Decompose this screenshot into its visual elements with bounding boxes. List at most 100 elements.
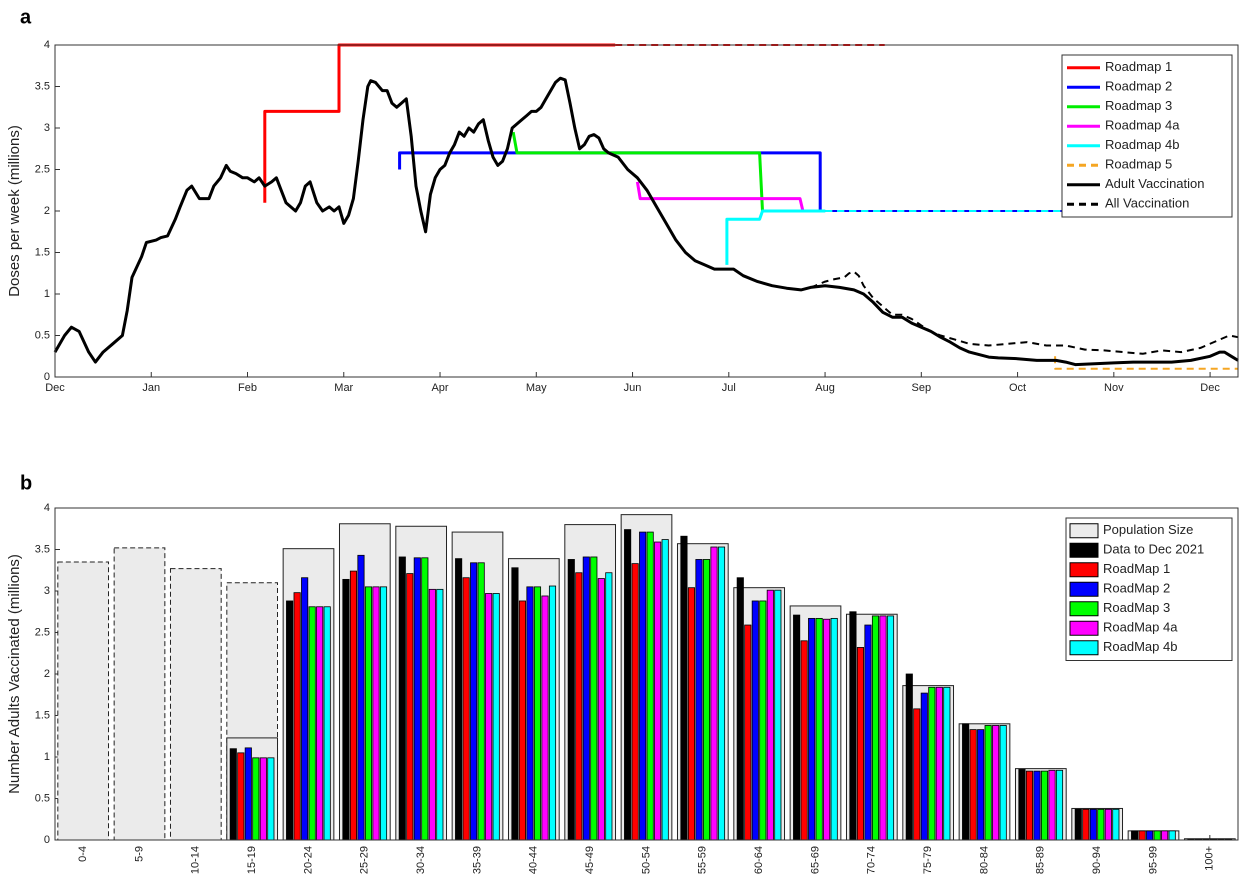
bar bbox=[999, 725, 1007, 841]
bar bbox=[920, 692, 928, 841]
x-tick-label: Apr bbox=[431, 382, 448, 394]
bar bbox=[582, 556, 590, 841]
bar bbox=[485, 593, 493, 841]
bar bbox=[477, 562, 485, 841]
population-bar bbox=[169, 568, 222, 841]
legend-swatch bbox=[1069, 640, 1099, 656]
bar bbox=[766, 589, 774, 841]
bar bbox=[639, 531, 647, 841]
legend-label: RoadMap 3 bbox=[1103, 600, 1170, 615]
bar bbox=[1048, 769, 1056, 841]
legend-label: All Vaccination bbox=[1105, 196, 1189, 211]
x-tick-label: Nov bbox=[1104, 382, 1124, 394]
bar bbox=[605, 572, 613, 841]
bar bbox=[751, 600, 759, 841]
panel-label: b bbox=[20, 472, 32, 494]
x-tick-label: 45-49 bbox=[584, 846, 596, 874]
bar bbox=[1040, 770, 1049, 841]
bar bbox=[646, 531, 654, 841]
bar bbox=[244, 747, 252, 841]
bar bbox=[398, 556, 406, 841]
y-tick-label: 0.5 bbox=[35, 792, 50, 804]
bar bbox=[1089, 808, 1097, 841]
bar bbox=[252, 757, 260, 841]
x-tick-label: Jul bbox=[722, 382, 736, 394]
y-tick-label: 1.5 bbox=[35, 709, 50, 721]
legend-label: Roadmap 4b bbox=[1105, 137, 1179, 152]
bar bbox=[886, 615, 895, 841]
y-axis-title: Doses per week (millions) bbox=[6, 125, 23, 297]
bar bbox=[1138, 830, 1146, 841]
bar bbox=[687, 587, 696, 841]
legend-swatch bbox=[1069, 523, 1099, 539]
x-tick-label: Dec bbox=[1200, 382, 1220, 394]
bar bbox=[1018, 769, 1026, 841]
bar bbox=[1146, 830, 1154, 841]
x-tick-label: 35-39 bbox=[471, 846, 483, 874]
bar bbox=[349, 570, 358, 841]
bar bbox=[1131, 830, 1139, 841]
x-tick-label: 90-94 bbox=[1091, 846, 1103, 874]
x-tick-label: 95-99 bbox=[1147, 846, 1159, 874]
series-line bbox=[263, 43, 616, 203]
bar bbox=[1097, 808, 1105, 841]
bar bbox=[436, 588, 444, 841]
bar bbox=[1025, 770, 1034, 841]
bar bbox=[1082, 808, 1090, 841]
x-tick-label: Dec bbox=[45, 382, 65, 394]
x-tick-label: 0-4 bbox=[77, 846, 89, 862]
bar bbox=[1074, 808, 1082, 841]
bar bbox=[935, 686, 943, 841]
series-line bbox=[725, 209, 826, 265]
x-tick-label: 50-54 bbox=[640, 846, 652, 874]
bar bbox=[492, 593, 500, 841]
bar bbox=[928, 686, 936, 841]
legend-label: Roadmap 1 bbox=[1105, 59, 1172, 74]
x-tick-label: 75-79 bbox=[922, 846, 934, 874]
panel-label: a bbox=[20, 6, 32, 28]
x-tick-label: 25-29 bbox=[359, 846, 371, 874]
bar bbox=[879, 615, 887, 841]
bar bbox=[823, 618, 831, 841]
bar bbox=[680, 535, 688, 841]
y-tick-label: 3.5 bbox=[35, 80, 50, 92]
bar bbox=[237, 752, 245, 841]
bar bbox=[323, 606, 331, 841]
bar bbox=[849, 611, 857, 841]
legend-label: Roadmap 2 bbox=[1105, 79, 1172, 94]
series-line bbox=[810, 270, 1239, 355]
bar bbox=[267, 757, 275, 841]
x-tick-label: 10-14 bbox=[190, 846, 202, 874]
bar bbox=[1168, 830, 1176, 841]
bar bbox=[259, 757, 267, 841]
bar bbox=[815, 617, 823, 841]
bar bbox=[913, 708, 921, 841]
x-tick-label: 40-44 bbox=[528, 846, 540, 874]
legend-label: Population Size bbox=[1103, 522, 1193, 537]
y-tick-label: 2 bbox=[44, 205, 50, 217]
panel: b Number Adults Vaccinated (millions) 0 0.5… bbox=[6, 472, 1239, 874]
legend-swatch bbox=[1069, 542, 1099, 558]
y-tick-label: 0 bbox=[44, 371, 50, 383]
legend-label: Data to Dec 2021 bbox=[1103, 542, 1204, 557]
bar bbox=[992, 725, 1000, 841]
series-line bbox=[53, 76, 1239, 367]
bar bbox=[597, 578, 605, 841]
bar bbox=[871, 615, 880, 841]
x-tick-label: Aug bbox=[815, 382, 835, 394]
bar bbox=[702, 559, 711, 841]
y-tick-label: 4 bbox=[44, 502, 50, 514]
bar bbox=[631, 563, 639, 841]
y-tick-label: 1 bbox=[44, 751, 50, 763]
bar bbox=[470, 562, 478, 841]
bar bbox=[717, 546, 726, 841]
bar bbox=[856, 647, 865, 841]
legend-label: RoadMap 4b bbox=[1103, 639, 1177, 654]
bar bbox=[462, 577, 470, 841]
bar bbox=[864, 624, 872, 841]
bar bbox=[1153, 830, 1161, 841]
bar bbox=[759, 600, 767, 841]
bar bbox=[1055, 769, 1064, 841]
x-tick-label: Jan bbox=[142, 382, 160, 394]
bar bbox=[774, 589, 782, 841]
